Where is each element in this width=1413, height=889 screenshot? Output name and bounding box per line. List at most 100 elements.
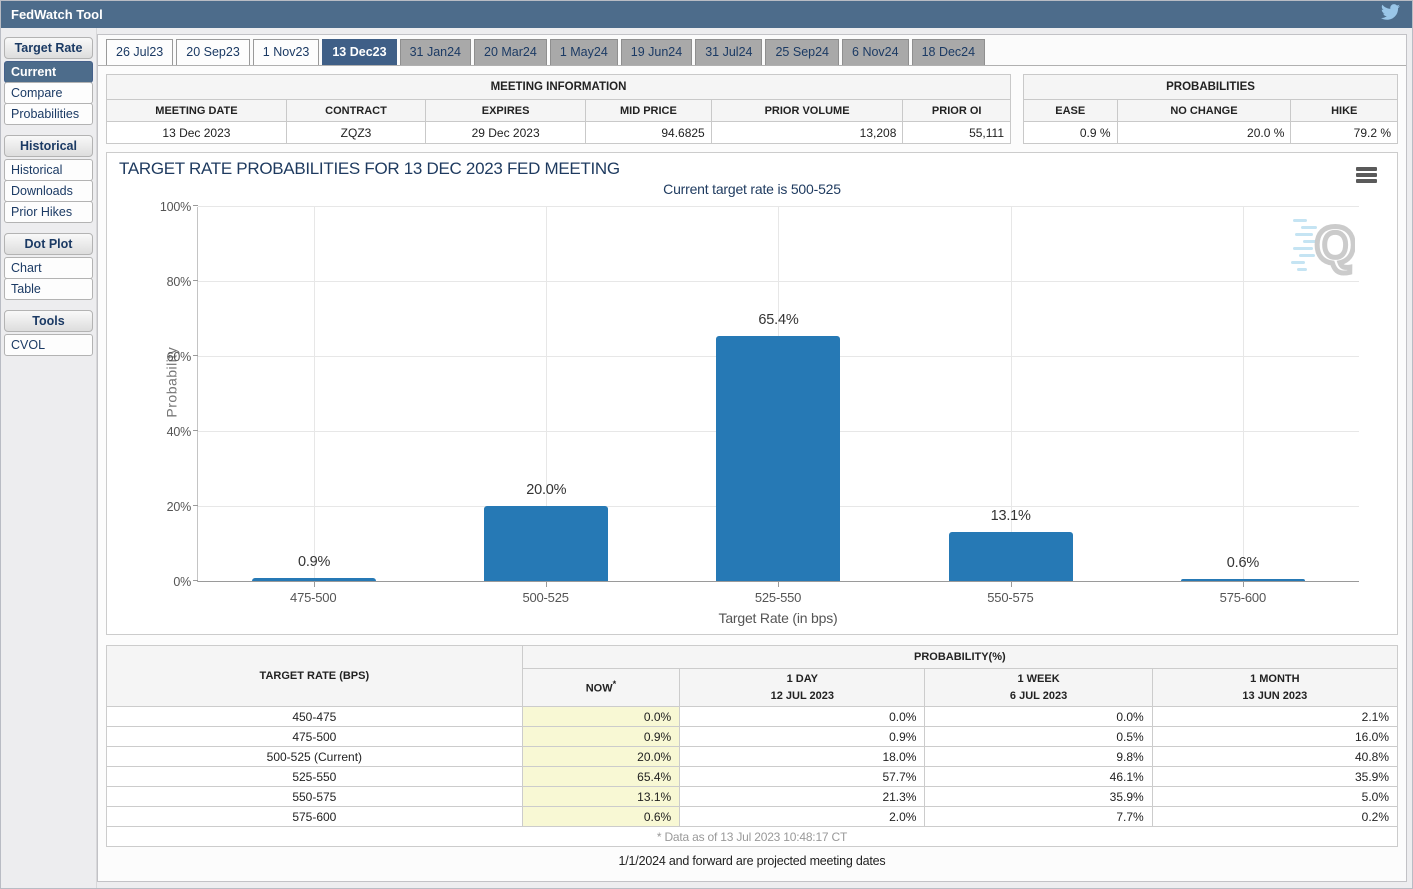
twitter-bird-icon[interactable]	[1381, 4, 1400, 25]
prob-cell: 0.0%	[521, 706, 681, 727]
sidebar-section-dot-plot: Dot Plot	[4, 233, 93, 255]
date-tab-1-may24[interactable]: 1 May24	[549, 39, 618, 65]
sidebar-item-current[interactable]: Current	[4, 61, 93, 83]
group-header-probability: PROBABILITY(%)	[521, 645, 1399, 669]
bar-value-label: 0.9%	[297, 553, 331, 570]
table-row-550-575: 550-575 13.1% 21.3% 35.9% 5.0%	[106, 786, 1399, 807]
prob-summary-value-ease: 0.9 %	[1023, 121, 1118, 144]
sidebar-item-cvol[interactable]: CVOL	[4, 334, 93, 356]
sidebar-item-chart[interactable]: Chart	[4, 257, 93, 279]
bar-500-525[interactable]	[484, 506, 609, 581]
table-row-450-475: 450-475 0.0% 0.0% 0.0% 2.1%	[106, 706, 1399, 727]
prob-cell: 0.6%	[521, 806, 681, 827]
x-tick-mark	[546, 582, 548, 587]
table-row-500-525-current-: 500-525 (Current) 20.0% 18.0% 9.8% 40.8%	[106, 746, 1399, 767]
meeting-date-tabbar: 26 Jul23 20 Sep23 1 Nov23 13 Dec23 31 Jan24 2…	[98, 35, 1406, 66]
date-tab-26-jul23[interactable]: 26 Jul23	[106, 39, 174, 65]
date-tab-13-dec23[interactable]: 13 Dec23	[322, 39, 397, 65]
prob-cell: 46.1%	[924, 766, 1153, 787]
prob-cell: 0.5%	[924, 726, 1153, 747]
info-row: MEETING INFORMATION MEETING DATE CONTRACT E…	[106, 74, 1398, 144]
prob-cell: 21.3%	[679, 786, 926, 807]
table-row-575-600: 575-600 0.6% 2.0% 7.7% 0.2%	[106, 806, 1399, 827]
date-tab-19-jun24[interactable]: 19 Jun24	[620, 39, 693, 65]
x-axis-category-labels: 475-500 500-525 525-550 550-575 575-600	[197, 590, 1359, 605]
y-gridline	[198, 206, 1359, 207]
date-tab-31-jul24[interactable]: 31 Jul24	[695, 39, 763, 65]
prob-cell: 0.9%	[679, 726, 926, 747]
rate-cell: 500-525 (Current)	[106, 746, 523, 767]
bar-475-500[interactable]	[252, 577, 377, 581]
meeting-info-col-prior-oi: PRIOR OI	[902, 99, 1011, 122]
prob-cell: 0.0%	[679, 706, 926, 727]
projection-note: 1/1/2024 and forward are projected meeti…	[618, 854, 886, 868]
meeting-info-col-expires: EXPIRES	[425, 99, 587, 122]
rate-cell: 450-475	[106, 706, 523, 727]
date-tab-18-dec24[interactable]: 18 Dec24	[911, 39, 986, 65]
sidebar-item-probabilities[interactable]: Probabilities	[4, 103, 93, 125]
date-tab-31-jan24[interactable]: 31 Jan24	[399, 39, 472, 65]
prob-cell: 5.0%	[1151, 786, 1399, 807]
y-tick-mark	[193, 355, 198, 356]
bar-550-575[interactable]	[948, 531, 1073, 581]
chart-column-525-550: 65.4%	[662, 207, 894, 587]
date-tab-1-nov23[interactable]: 1 Nov23	[252, 39, 320, 65]
prob-cell: 40.8%	[1151, 746, 1399, 767]
meeting-info-col-mid-price: MID PRICE	[585, 99, 712, 122]
col-header-target-rate-bps: TARGET RATE (BPS)	[106, 645, 523, 707]
meeting-info-col-meeting-date: MEETING DATE	[106, 99, 287, 122]
x-gridline	[314, 207, 316, 581]
col-header-1-month: 1 MONTH 13 JUN 2023	[1151, 668, 1399, 707]
prob-cell: 65.4%	[521, 766, 681, 787]
x-category-label-525-550: 525-550	[754, 590, 802, 605]
y-tick-mark	[193, 505, 198, 506]
prob-cell: 57.7%	[679, 766, 926, 787]
probability-history-table: TARGET RATE (BPS) PROBABILITY(%) NOW* 1 DAY…	[106, 645, 1399, 847]
x-tick-mark	[1010, 582, 1012, 587]
bar-value-label: 13.1%	[990, 507, 1031, 524]
prob-summary-col-ease: EASE	[1023, 99, 1118, 122]
date-tab-25-sep24[interactable]: 25 Sep24	[765, 39, 840, 65]
date-tab-20-sep23[interactable]: 20 Sep23	[176, 39, 250, 65]
meeting-info-col-contract: CONTRACT	[285, 99, 427, 122]
y-tick-mark	[193, 280, 198, 281]
prob-cell: 2.1%	[1151, 706, 1399, 727]
x-category-label-575-600: 575-600	[1219, 590, 1267, 605]
hamburger-menu-icon[interactable]	[1356, 165, 1377, 185]
prob-cell: 2.0%	[679, 806, 926, 827]
data-as-of-footnote: * Data as of 13 Jul 2023 10:48:17 CT	[106, 826, 1398, 847]
rate-cell: 475-500	[106, 726, 523, 747]
y-tick-label: 20%	[166, 500, 192, 514]
sidebar-item-historical[interactable]: Historical	[4, 159, 93, 181]
bar-525-550[interactable]	[716, 335, 841, 581]
prob-cell: 0.2%	[1151, 806, 1399, 827]
sidebar-item-compare[interactable]: Compare	[4, 82, 93, 104]
sidebar-item-downloads[interactable]: Downloads	[4, 180, 93, 202]
watermark-letter: Q	[1315, 217, 1355, 275]
sidebar: Target Rate Current Compare Probabilities Hi…	[1, 28, 97, 888]
meeting-info-value-prior-volume: 13,208	[710, 121, 904, 144]
meeting-info-value-mid-price: 94.6825	[585, 121, 712, 144]
quikstrike-watermark-icon: Q	[1291, 211, 1358, 286]
rate-cell: 525-550	[106, 766, 523, 787]
meeting-info-col-prior-volume: PRIOR VOLUME	[710, 99, 904, 122]
y-tick-mark	[193, 205, 198, 206]
meeting-info-value-contract: ZQZ3	[285, 121, 427, 144]
chart-title: TARGET RATE PROBABILITIES FOR 13 DEC 202…	[119, 159, 620, 178]
x-category-label-500-525: 500-525	[522, 590, 569, 605]
y-tick-label: 60%	[166, 350, 192, 364]
prob-cell: 35.9%	[924, 786, 1153, 807]
sidebar-item-prior-hikes[interactable]: Prior Hikes	[4, 201, 93, 223]
date-tab-20-mar24[interactable]: 20 Mar24	[474, 39, 547, 65]
main-panel: 26 Jul23 20 Sep23 1 Nov23 13 Dec23 31 Jan24 2…	[97, 34, 1407, 882]
date-tab-6-nov24[interactable]: 6 Nov24	[842, 39, 909, 65]
y-tick-label: 40%	[166, 425, 192, 439]
prob-cell: 0.0%	[924, 706, 1153, 727]
y-tick-mark	[193, 430, 198, 431]
prob-summary-title: PROBABILITIES	[1023, 74, 1398, 100]
chart-column-500-525: 20.0%	[430, 207, 662, 587]
x-axis-title: Target Rate (in bps)	[718, 610, 838, 626]
bar-575-600[interactable]	[1180, 578, 1305, 581]
sidebar-item-table[interactable]: Table	[4, 278, 93, 300]
